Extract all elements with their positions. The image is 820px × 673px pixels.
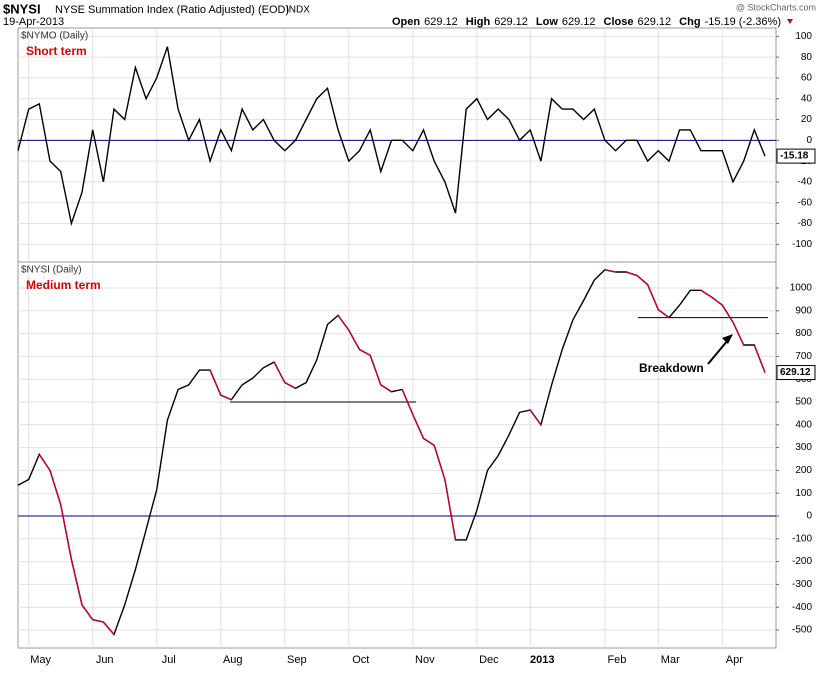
quote-value: 629.12 xyxy=(562,16,596,28)
y-tick-label: -300 xyxy=(792,579,812,590)
y-tick-label: 800 xyxy=(795,328,812,339)
x-tick-label: Sep xyxy=(287,654,307,666)
annotation-arrow xyxy=(707,339,729,365)
down-segment xyxy=(636,274,649,286)
down-segment xyxy=(433,445,446,480)
series-line xyxy=(17,46,766,227)
down-segment xyxy=(38,454,51,471)
exchange: INDX xyxy=(286,5,310,16)
x-tick-label: May xyxy=(30,654,51,666)
down-segment xyxy=(220,394,232,401)
y-tick-label: 1000 xyxy=(790,283,813,294)
down-segment xyxy=(369,355,382,386)
y-tick-label: -500 xyxy=(792,625,812,636)
down-segment xyxy=(359,348,371,356)
x-tick-label: Aug xyxy=(223,654,243,666)
quote-value: 629.12 xyxy=(638,16,672,28)
down-segment xyxy=(657,309,670,319)
down-segment xyxy=(102,621,115,636)
y-tick-label: 500 xyxy=(795,397,812,408)
y-tick-label: 100 xyxy=(795,31,812,42)
annotation: Breakdown xyxy=(639,361,704,375)
y-tick-label: 0 xyxy=(806,511,812,522)
quote-label: Close xyxy=(604,16,634,28)
down-segment xyxy=(423,437,435,446)
down-segment xyxy=(700,289,713,298)
quote-value: -15.19 (-2.36%) xyxy=(705,16,781,28)
date: 19-Apr-2013 xyxy=(3,16,64,28)
down-segment xyxy=(380,384,392,393)
y-tick-label: -100 xyxy=(792,533,812,544)
down-segment xyxy=(721,304,734,323)
down-segment xyxy=(59,504,73,560)
down-segment xyxy=(401,389,414,415)
x-tick-label: Feb xyxy=(607,654,626,666)
down-segment xyxy=(70,559,83,606)
y-tick-label: 100 xyxy=(795,488,812,499)
down-segment xyxy=(604,269,616,273)
down-marker xyxy=(787,19,793,24)
down-segment xyxy=(732,321,745,346)
symbol: $NYSI xyxy=(3,1,41,16)
quote-label: Low xyxy=(536,16,558,28)
down-segment xyxy=(348,329,361,350)
y-tick-label: 40 xyxy=(801,93,813,104)
panel-frame xyxy=(17,261,777,649)
quote-value: 629.12 xyxy=(494,16,528,28)
last-value-label: 629.12 xyxy=(780,367,811,378)
panel-title: $NYSI (Daily) xyxy=(21,265,82,276)
quote-label: Open xyxy=(392,16,420,28)
down-segment xyxy=(49,470,62,505)
quote-label: Chg xyxy=(679,16,700,28)
y-tick-label: 0 xyxy=(806,135,812,146)
last-value-label: -15.18 xyxy=(780,151,809,162)
y-tick-label: -40 xyxy=(798,177,813,188)
x-tick-label: Apr xyxy=(726,654,743,666)
y-tick-label: 20 xyxy=(801,114,813,125)
down-segment xyxy=(273,361,286,383)
panel-title: $NYMO (Daily) xyxy=(21,31,88,42)
y-tick-label: -200 xyxy=(792,556,812,567)
x-tick-label: Nov xyxy=(415,654,435,666)
down-segment xyxy=(753,344,766,373)
credit: @ StockCharts.com xyxy=(736,2,816,12)
x-tick-label: Jun xyxy=(96,654,114,666)
down-segment xyxy=(412,414,425,439)
y-tick-label: -100 xyxy=(792,239,812,250)
down-segment xyxy=(626,271,638,277)
down-segment xyxy=(711,296,723,306)
index-name: NYSE Summation Index (Ratio Adjusted) (E… xyxy=(55,4,289,16)
x-tick-label: Jul xyxy=(162,654,176,666)
y-tick-label: -60 xyxy=(798,197,813,208)
panel-subtitle: Short term xyxy=(26,44,87,58)
y-tick-label: 300 xyxy=(795,442,812,453)
x-tick-label: Oct xyxy=(352,654,369,666)
y-tick-label: 60 xyxy=(801,73,813,84)
down-segment xyxy=(444,479,457,541)
x-tick-label: 2013 xyxy=(530,654,554,666)
panel-subtitle: Medium term xyxy=(26,278,101,292)
down-segment xyxy=(209,369,222,396)
down-segment xyxy=(646,284,659,310)
quote-label: High xyxy=(466,16,491,28)
last-value-box xyxy=(776,365,816,381)
y-tick-label: 80 xyxy=(801,52,813,63)
y-tick-label: 700 xyxy=(795,351,812,362)
y-tick-label: 200 xyxy=(795,465,812,476)
down-segment xyxy=(529,409,542,426)
down-segment xyxy=(81,604,94,621)
y-tick-label: 900 xyxy=(795,305,812,316)
quote-value: 629.12 xyxy=(424,16,458,28)
x-tick-label: Mar xyxy=(661,654,680,666)
y-tick-label: -400 xyxy=(792,602,812,613)
x-tick-label: Dec xyxy=(479,654,499,666)
down-segment xyxy=(337,314,350,331)
last-value-box xyxy=(776,148,816,164)
down-segment xyxy=(284,381,296,389)
y-tick-label: -80 xyxy=(798,218,813,229)
down-segment xyxy=(92,619,104,623)
arrow-head xyxy=(722,334,733,344)
y-tick-label: 400 xyxy=(795,419,812,430)
